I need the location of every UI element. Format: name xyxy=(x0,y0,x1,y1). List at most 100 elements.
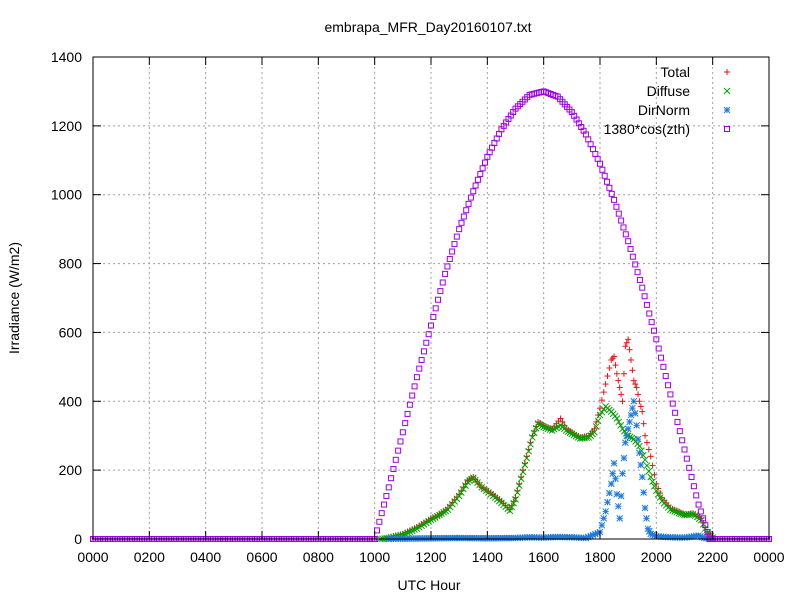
data-point xyxy=(442,270,449,277)
data-point xyxy=(601,172,608,179)
data-point xyxy=(620,224,627,231)
data-layer xyxy=(90,88,772,543)
y-tick-label: 800 xyxy=(59,256,83,272)
data-point xyxy=(612,362,619,369)
data-point xyxy=(625,336,632,343)
data-point xyxy=(667,506,674,514)
data-point xyxy=(626,418,633,426)
data-point xyxy=(597,160,603,167)
data-point xyxy=(456,226,463,233)
x-tick-label: 0000 xyxy=(77,549,108,565)
data-point xyxy=(437,288,444,295)
data-point xyxy=(562,427,570,434)
data-point xyxy=(627,356,634,363)
data-point xyxy=(636,442,643,450)
data-point xyxy=(602,381,609,388)
data-point xyxy=(600,389,607,396)
data-point xyxy=(649,478,656,485)
data-point xyxy=(530,429,538,437)
data-point xyxy=(673,508,681,516)
data-point xyxy=(432,305,439,312)
data-point xyxy=(641,293,648,300)
data-point xyxy=(702,522,709,529)
data-point xyxy=(617,422,625,429)
data-point xyxy=(647,453,654,460)
data-point xyxy=(660,363,667,370)
data-point xyxy=(655,345,662,352)
data-point xyxy=(633,384,640,391)
data-point xyxy=(596,411,604,419)
data-point xyxy=(615,377,622,384)
data-point xyxy=(643,514,650,522)
data-point xyxy=(388,475,395,482)
data-point xyxy=(669,400,676,407)
data-point xyxy=(381,501,388,508)
data-point xyxy=(463,207,470,214)
data-point xyxy=(615,210,622,217)
data-point xyxy=(639,408,646,415)
data-point xyxy=(404,410,411,417)
legend-marker xyxy=(724,69,730,75)
y-tick-label: 600 xyxy=(59,324,83,340)
data-point xyxy=(420,348,427,355)
data-point xyxy=(634,435,642,443)
data-point xyxy=(650,327,657,334)
data-point xyxy=(406,401,413,408)
y-tick-label: 1400 xyxy=(51,49,82,65)
data-point xyxy=(700,515,707,522)
data-point xyxy=(649,462,656,469)
data-point xyxy=(455,492,463,500)
data-point xyxy=(525,447,532,455)
x-tick-label: 1400 xyxy=(472,549,503,565)
data-point xyxy=(632,261,639,268)
data-point xyxy=(470,188,477,195)
data-point xyxy=(630,397,638,405)
data-point xyxy=(472,182,479,189)
data-point xyxy=(481,159,488,166)
data-point xyxy=(458,219,465,226)
data-point xyxy=(538,422,546,430)
data-point xyxy=(465,200,472,207)
data-point xyxy=(604,373,611,380)
x-tick-label: 0200 xyxy=(134,549,165,565)
data-point xyxy=(599,166,606,173)
data-point xyxy=(645,446,652,453)
data-point xyxy=(392,456,399,463)
data-point xyxy=(514,489,521,496)
x-tick-label: 2000 xyxy=(641,549,672,565)
data-point xyxy=(616,384,623,391)
data-point xyxy=(656,494,664,502)
data-point xyxy=(611,353,618,360)
y-tick-label: 400 xyxy=(59,393,83,409)
data-point xyxy=(617,492,625,500)
data-point xyxy=(671,508,678,515)
data-point xyxy=(587,141,594,148)
data-point xyxy=(439,279,446,286)
data-point xyxy=(640,489,648,496)
data-point xyxy=(527,440,534,448)
data-point xyxy=(589,146,596,153)
data-point xyxy=(625,238,632,245)
x-tick-label: 0800 xyxy=(303,549,334,565)
data-point xyxy=(378,510,385,517)
data-point xyxy=(512,496,519,503)
data-point xyxy=(695,501,702,508)
data-point xyxy=(600,405,608,413)
data-point xyxy=(506,507,514,515)
data-point xyxy=(637,403,644,410)
data-point xyxy=(519,468,527,476)
data-point xyxy=(376,518,383,525)
legend-label: DirNorm xyxy=(638,102,690,118)
data-point xyxy=(619,470,626,477)
data-point xyxy=(583,434,590,442)
data-point xyxy=(620,370,627,377)
data-point xyxy=(679,437,686,444)
data-point xyxy=(693,492,700,499)
data-point xyxy=(467,194,474,201)
data-point xyxy=(667,391,674,398)
legend: Total Diffuse DirNorm 1380*cos(zth) xyxy=(604,64,731,137)
x-axis-label: UTC Hour xyxy=(397,577,460,593)
data-point xyxy=(653,336,660,343)
data-point xyxy=(592,150,599,157)
data-point xyxy=(704,529,711,536)
